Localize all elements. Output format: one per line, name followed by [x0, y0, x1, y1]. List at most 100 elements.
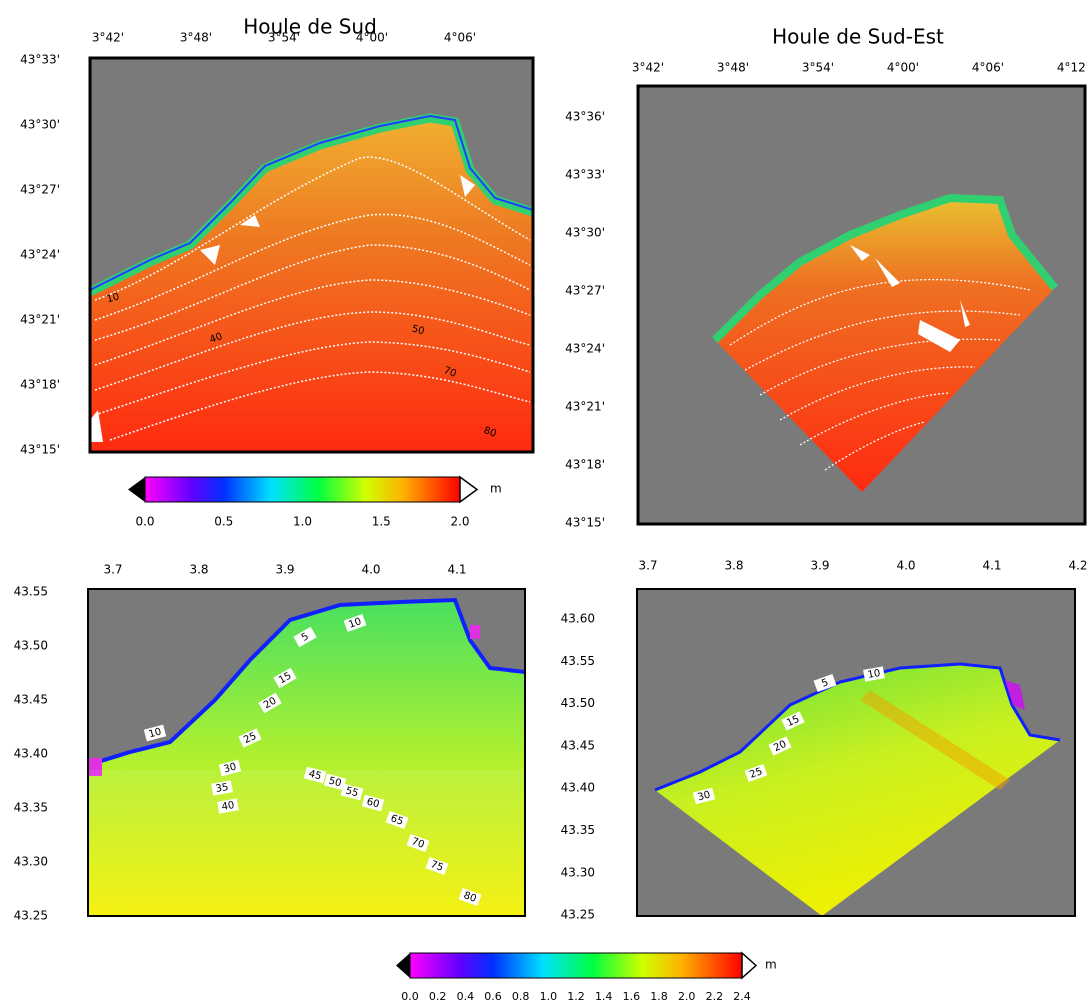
x-tick-label: 3°48' [717, 61, 749, 75]
label-box [361, 794, 385, 812]
y-tick-label: 43°15' [565, 516, 605, 530]
y-tick-label: 43.50 [561, 696, 595, 710]
label-box [303, 766, 327, 784]
y-tick-label: 43°21' [565, 400, 605, 414]
y-tick-label: 43°24' [20, 248, 60, 262]
contour-label: 60 [361, 794, 385, 812]
contour-label: 25 [238, 728, 262, 748]
focus-band [860, 690, 1010, 790]
x-tick-label: 4.1 [447, 563, 466, 577]
x-tick-label: 3.8 [724, 559, 743, 573]
x-tick-label: 4°12' [1057, 61, 1087, 75]
contour-label: 10 [143, 724, 167, 742]
y-tick-label: 43°15' [20, 443, 60, 457]
colorbar-low [128, 477, 145, 502]
contour-label: 80 [458, 887, 482, 907]
colorbar-unit: m [765, 958, 777, 972]
colorbar-tick-label: 2.2 [706, 990, 724, 1001]
label-box [273, 667, 297, 689]
x-tick-label: 4.0 [896, 559, 915, 573]
y-tick-label: 43°36' [565, 110, 605, 124]
label-box [323, 773, 347, 791]
colorbar-tick-label: 1.8 [650, 990, 668, 1001]
x-tick-label: 3.9 [810, 559, 829, 573]
coast [712, 193, 1059, 343]
y-tick-label: 43.55 [561, 654, 595, 668]
y-tick-label: 43.30 [14, 855, 48, 869]
colorbar-ramp [144, 476, 461, 503]
label-box [385, 810, 409, 830]
contour-label-text: 35 [215, 782, 229, 795]
colorbar-tick-label: 0.0 [135, 515, 154, 529]
label-box [863, 666, 885, 682]
colorbar-tick-label: 0.2 [429, 990, 447, 1001]
y-tick-label: 43.35 [561, 823, 595, 837]
coastline [89, 114, 534, 291]
y-tick-label: 43°33' [565, 168, 605, 182]
y-tick-label: 43.45 [14, 693, 48, 707]
contour-label-text: 25 [242, 731, 258, 746]
contour-label: 40 [208, 331, 224, 346]
colorbar-tick-label: 0.4 [457, 990, 475, 1001]
colorbar-tick-label: 1.5 [372, 515, 391, 529]
colorbar-tick-label: 0.0 [401, 990, 419, 1001]
contour-label-text: 15 [785, 714, 801, 729]
y-tick-label: 43°24' [565, 342, 605, 356]
shallow [88, 758, 102, 776]
x-tick-label: 4°06' [972, 61, 1004, 75]
y-tick-label: 43°33' [20, 53, 60, 67]
y-tick-label: 43.25 [561, 908, 595, 922]
contour-label-text: 75 [429, 859, 445, 874]
coastline [654, 662, 1061, 792]
contour-label-text: 70 [410, 836, 426, 851]
colorbar-low [396, 953, 410, 978]
y-tick-label: 43°21' [20, 313, 60, 327]
contour-label-text: 20 [772, 739, 788, 754]
label-box [692, 787, 716, 805]
frame [87, 588, 526, 917]
x-tick-label: 3°54' [802, 61, 834, 75]
colorbar-tick-label: 2.0 [678, 990, 696, 1001]
colorbar-tick-label: 0.6 [484, 990, 502, 1001]
y-tick-label: 43.40 [561, 781, 595, 795]
x-tick-label: 3.7 [638, 559, 657, 573]
panel-title: Houle de Sud-Est [772, 25, 944, 49]
contour-label-text: 80 [462, 890, 478, 905]
contour-label: 50 [323, 773, 347, 791]
frame [636, 588, 1076, 917]
colorbar-tick-label: 1.6 [623, 990, 641, 1001]
coastline [87, 597, 526, 767]
sea [655, 664, 1060, 916]
x-tick-label: 3.8 [189, 563, 208, 577]
contour-label: 15 [781, 711, 805, 731]
colorbar [128, 475, 479, 504]
label-box [211, 780, 233, 796]
contour-label: 5 [293, 626, 317, 648]
y-tick-label: 43°18' [565, 458, 605, 472]
contour-label-text: 10 [347, 616, 363, 631]
y-tick-label: 43°30' [20, 118, 60, 132]
colorbar-tick-label: 1.4 [595, 990, 613, 1001]
label-box [218, 759, 242, 777]
contour-label: 5 [813, 673, 837, 693]
x-tick-label: 3°42' [632, 61, 664, 75]
contour-label: 55 [340, 783, 364, 801]
coast [87, 113, 535, 297]
y-tick-label: 43°27' [20, 183, 60, 197]
contour-label-text: 80 [482, 425, 498, 440]
contour-label: 40 [217, 798, 239, 814]
colorbar-ramp [409, 952, 743, 979]
contour-label-text: 55 [344, 786, 359, 800]
contour-label-text: 50 [410, 324, 425, 338]
contour-label: 20 [768, 736, 792, 756]
contour-label: 80 [482, 425, 498, 440]
label-box [768, 736, 792, 756]
x-tick-label: 3.7 [103, 563, 122, 577]
contour-label-text: 60 [365, 797, 380, 811]
contour-label-text: 10 [867, 668, 881, 681]
label-box [406, 833, 430, 853]
y-tick-label: 43.55 [14, 585, 48, 599]
colorbar-tick-label: 0.5 [214, 515, 233, 529]
contour-label-text: 50 [327, 776, 342, 790]
